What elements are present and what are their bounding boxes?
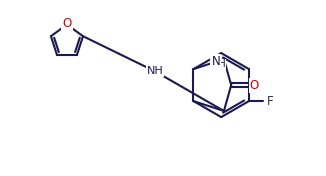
- Text: O: O: [62, 17, 72, 30]
- Text: N: N: [211, 55, 220, 68]
- Text: NH: NH: [147, 66, 163, 76]
- Text: H: H: [218, 59, 226, 69]
- Text: O: O: [250, 79, 259, 92]
- Text: F: F: [267, 95, 273, 108]
